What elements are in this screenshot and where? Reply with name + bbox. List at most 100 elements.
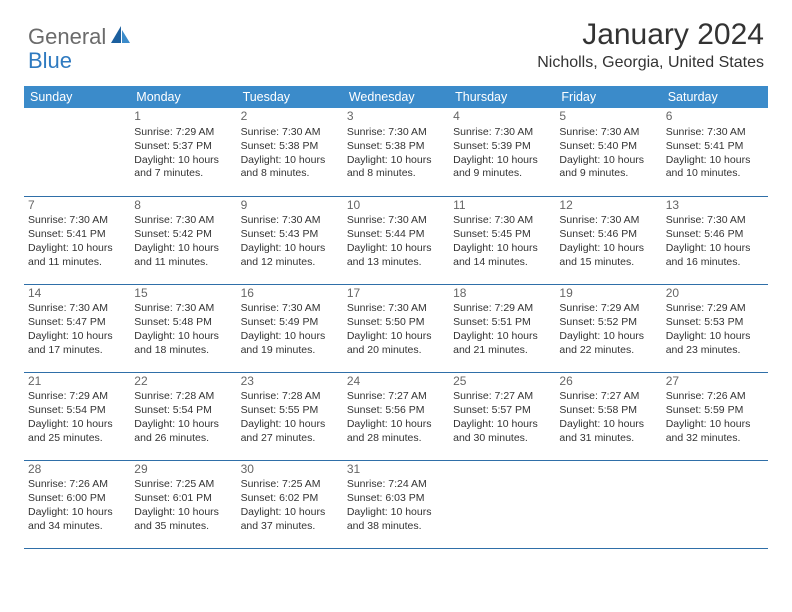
day-sunset: Sunset: 5:38 PM [347, 140, 445, 154]
calendar-row: 21Sunrise: 7:29 AMSunset: 5:54 PMDayligh… [24, 372, 768, 460]
day-daylight: Daylight: 10 hours and 8 minutes. [241, 154, 339, 182]
day-sunrise: Sunrise: 7:30 AM [666, 126, 764, 140]
day-daylight: Daylight: 10 hours and 18 minutes. [134, 330, 232, 358]
calendar-cell: 1Sunrise: 7:29 AMSunset: 5:37 PMDaylight… [130, 108, 236, 196]
day-daylight: Daylight: 10 hours and 11 minutes. [134, 242, 232, 270]
page-title: January 2024 [537, 18, 764, 52]
day-sunset: Sunset: 5:50 PM [347, 316, 445, 330]
location-label: Nicholls, Georgia, United States [537, 54, 764, 72]
day-daylight: Daylight: 10 hours and 12 minutes. [241, 242, 339, 270]
calendar-table: SundayMondayTuesdayWednesdayThursdayFrid… [24, 86, 768, 549]
day-sunset: Sunset: 5:40 PM [559, 140, 657, 154]
day-number: 26 [559, 374, 657, 391]
day-number: 15 [134, 286, 232, 303]
day-daylight: Daylight: 10 hours and 20 minutes. [347, 330, 445, 358]
calendar-cell: 25Sunrise: 7:27 AMSunset: 5:57 PMDayligh… [449, 372, 555, 460]
day-sunset: Sunset: 5:53 PM [666, 316, 764, 330]
day-sunset: Sunset: 5:48 PM [134, 316, 232, 330]
calendar-cell: 18Sunrise: 7:29 AMSunset: 5:51 PMDayligh… [449, 284, 555, 372]
day-number: 24 [347, 374, 445, 391]
day-number: 22 [134, 374, 232, 391]
weekday-header: Saturday [662, 86, 768, 108]
day-daylight: Daylight: 10 hours and 17 minutes. [28, 330, 126, 358]
weekday-header: Friday [555, 86, 661, 108]
day-sunrise: Sunrise: 7:29 AM [666, 302, 764, 316]
day-number: 7 [28, 198, 126, 215]
calendar-cell: 13Sunrise: 7:30 AMSunset: 5:46 PMDayligh… [662, 196, 768, 284]
day-number: 20 [666, 286, 764, 303]
calendar-cell: 9Sunrise: 7:30 AMSunset: 5:43 PMDaylight… [237, 196, 343, 284]
calendar-row: 7Sunrise: 7:30 AMSunset: 5:41 PMDaylight… [24, 196, 768, 284]
day-sunset: Sunset: 5:58 PM [559, 404, 657, 418]
calendar-row: 14Sunrise: 7:30 AMSunset: 5:47 PMDayligh… [24, 284, 768, 372]
calendar-cell: 17Sunrise: 7:30 AMSunset: 5:50 PMDayligh… [343, 284, 449, 372]
calendar-cell: 19Sunrise: 7:29 AMSunset: 5:52 PMDayligh… [555, 284, 661, 372]
day-number: 6 [666, 109, 764, 126]
day-sunrise: Sunrise: 7:29 AM [28, 390, 126, 404]
day-sunset: Sunset: 5:41 PM [666, 140, 764, 154]
day-sunrise: Sunrise: 7:30 AM [241, 214, 339, 228]
day-sunset: Sunset: 6:03 PM [347, 492, 445, 506]
calendar-cell: 31Sunrise: 7:24 AMSunset: 6:03 PMDayligh… [343, 460, 449, 548]
brand-sail-icon [110, 25, 132, 50]
weekday-header: Monday [130, 86, 236, 108]
day-daylight: Daylight: 10 hours and 30 minutes. [453, 418, 551, 446]
day-sunrise: Sunrise: 7:27 AM [453, 390, 551, 404]
brand-part1: General [28, 24, 106, 50]
day-sunset: Sunset: 5:46 PM [666, 228, 764, 242]
day-sunset: Sunset: 5:39 PM [453, 140, 551, 154]
calendar-cell [24, 108, 130, 196]
calendar-cell: 26Sunrise: 7:27 AMSunset: 5:58 PMDayligh… [555, 372, 661, 460]
weekday-header: Thursday [449, 86, 555, 108]
calendar-cell: 24Sunrise: 7:27 AMSunset: 5:56 PMDayligh… [343, 372, 449, 460]
day-daylight: Daylight: 10 hours and 31 minutes. [559, 418, 657, 446]
day-sunrise: Sunrise: 7:30 AM [241, 302, 339, 316]
day-sunrise: Sunrise: 7:29 AM [559, 302, 657, 316]
calendar-cell: 29Sunrise: 7:25 AMSunset: 6:01 PMDayligh… [130, 460, 236, 548]
calendar-cell: 3Sunrise: 7:30 AMSunset: 5:38 PMDaylight… [343, 108, 449, 196]
calendar-cell: 8Sunrise: 7:30 AMSunset: 5:42 PMDaylight… [130, 196, 236, 284]
calendar-cell: 22Sunrise: 7:28 AMSunset: 5:54 PMDayligh… [130, 372, 236, 460]
day-sunrise: Sunrise: 7:29 AM [134, 126, 232, 140]
weekday-header: Sunday [24, 86, 130, 108]
day-number: 3 [347, 109, 445, 126]
calendar-cell: 14Sunrise: 7:30 AMSunset: 5:47 PMDayligh… [24, 284, 130, 372]
day-sunset: Sunset: 5:54 PM [134, 404, 232, 418]
day-daylight: Daylight: 10 hours and 19 minutes. [241, 330, 339, 358]
day-number: 19 [559, 286, 657, 303]
page-header: General January 2024 Nicholls, Georgia, … [0, 0, 792, 80]
weekday-header: Tuesday [237, 86, 343, 108]
calendar-cell: 27Sunrise: 7:26 AMSunset: 5:59 PMDayligh… [662, 372, 768, 460]
day-sunrise: Sunrise: 7:28 AM [241, 390, 339, 404]
day-sunrise: Sunrise: 7:25 AM [241, 478, 339, 492]
day-sunrise: Sunrise: 7:30 AM [347, 126, 445, 140]
day-sunrise: Sunrise: 7:30 AM [134, 302, 232, 316]
day-sunrise: Sunrise: 7:30 AM [28, 302, 126, 316]
day-sunrise: Sunrise: 7:25 AM [134, 478, 232, 492]
calendar-cell: 30Sunrise: 7:25 AMSunset: 6:02 PMDayligh… [237, 460, 343, 548]
day-number: 23 [241, 374, 339, 391]
day-daylight: Daylight: 10 hours and 23 minutes. [666, 330, 764, 358]
title-block: January 2024 Nicholls, Georgia, United S… [537, 18, 764, 72]
brand-part2-wrap: Blue [28, 48, 72, 74]
brand-logo: General [28, 18, 134, 50]
day-daylight: Daylight: 10 hours and 28 minutes. [347, 418, 445, 446]
day-sunset: Sunset: 5:45 PM [453, 228, 551, 242]
day-daylight: Daylight: 10 hours and 22 minutes. [559, 330, 657, 358]
day-number: 30 [241, 462, 339, 479]
day-sunset: Sunset: 6:01 PM [134, 492, 232, 506]
day-sunrise: Sunrise: 7:30 AM [28, 214, 126, 228]
day-number: 2 [241, 109, 339, 126]
day-sunset: Sunset: 5:51 PM [453, 316, 551, 330]
day-daylight: Daylight: 10 hours and 38 minutes. [347, 506, 445, 534]
calendar-cell [662, 460, 768, 548]
day-sunrise: Sunrise: 7:30 AM [559, 126, 657, 140]
day-number: 12 [559, 198, 657, 215]
day-daylight: Daylight: 10 hours and 14 minutes. [453, 242, 551, 270]
calendar-cell: 28Sunrise: 7:26 AMSunset: 6:00 PMDayligh… [24, 460, 130, 548]
day-daylight: Daylight: 10 hours and 10 minutes. [666, 154, 764, 182]
day-sunset: Sunset: 5:57 PM [453, 404, 551, 418]
day-number: 29 [134, 462, 232, 479]
day-sunrise: Sunrise: 7:27 AM [347, 390, 445, 404]
day-daylight: Daylight: 10 hours and 37 minutes. [241, 506, 339, 534]
